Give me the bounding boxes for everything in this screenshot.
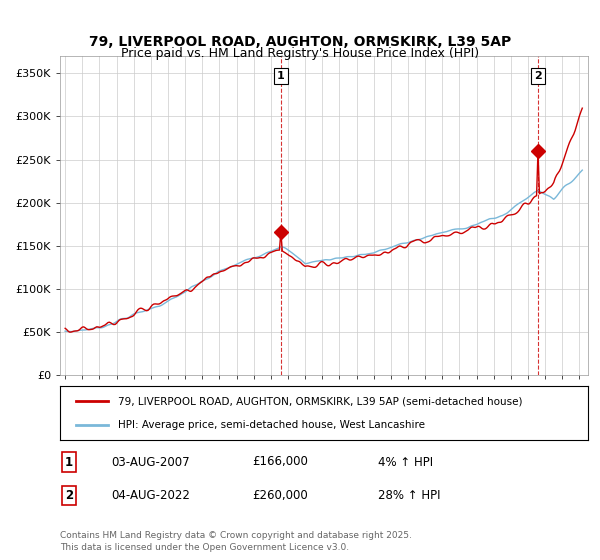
Text: 28% ↑ HPI: 28% ↑ HPI [378, 489, 440, 502]
Text: 79, LIVERPOOL ROAD, AUGHTON, ORMSKIRK, L39 5AP: 79, LIVERPOOL ROAD, AUGHTON, ORMSKIRK, L… [89, 35, 511, 49]
Text: 1: 1 [277, 71, 285, 81]
Text: 2: 2 [534, 71, 542, 81]
Text: 04-AUG-2022: 04-AUG-2022 [111, 489, 190, 502]
Text: 03-AUG-2007: 03-AUG-2007 [111, 455, 190, 469]
Text: Price paid vs. HM Land Registry's House Price Index (HPI): Price paid vs. HM Land Registry's House … [121, 46, 479, 60]
Text: HPI: Average price, semi-detached house, West Lancashire: HPI: Average price, semi-detached house,… [118, 419, 425, 430]
Text: £166,000: £166,000 [252, 455, 308, 469]
Text: 4% ↑ HPI: 4% ↑ HPI [378, 455, 433, 469]
Text: 2: 2 [65, 489, 73, 502]
Text: 1: 1 [65, 455, 73, 469]
Text: Contains HM Land Registry data © Crown copyright and database right 2025.
This d: Contains HM Land Registry data © Crown c… [60, 531, 412, 552]
Text: 79, LIVERPOOL ROAD, AUGHTON, ORMSKIRK, L39 5AP (semi-detached house): 79, LIVERPOOL ROAD, AUGHTON, ORMSKIRK, L… [118, 396, 523, 407]
Text: £260,000: £260,000 [252, 489, 308, 502]
